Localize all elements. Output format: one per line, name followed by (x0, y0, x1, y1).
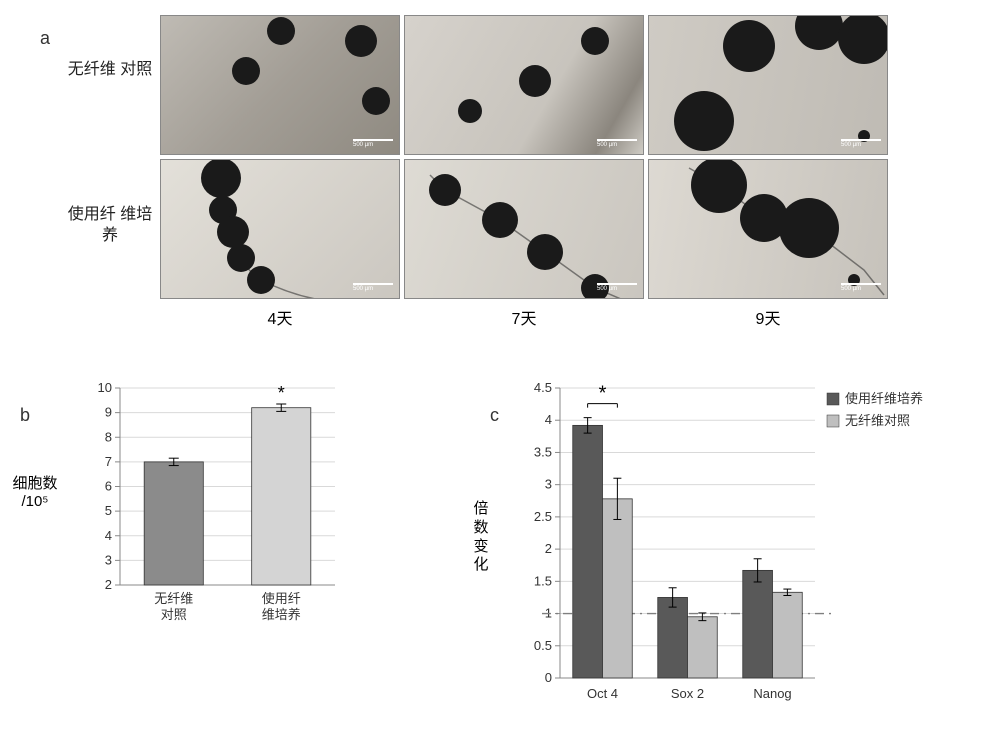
svg-text:8: 8 (105, 429, 112, 444)
svg-text:Oct 4: Oct 4 (587, 686, 618, 701)
svg-text:*: * (278, 383, 285, 403)
svg-text:维培养: 维培养 (262, 607, 301, 622)
svg-text:3: 3 (545, 477, 552, 492)
scale-bar: 500 µm (353, 283, 393, 292)
scale-bar: 500 µm (841, 139, 881, 148)
panel-b-label: b (20, 405, 30, 426)
col-labels: 4天 7天 9天 (160, 305, 910, 329)
svg-text:Nanog: Nanog (753, 686, 791, 701)
scale-bar: 500 µm (597, 283, 637, 292)
micrograph-1: 500 µm (404, 15, 644, 155)
svg-text:0.5: 0.5 (534, 638, 552, 653)
ylabel-c: 倍数变化 (463, 500, 499, 575)
svg-text:2: 2 (105, 577, 112, 592)
scale-bar: 500 µm (353, 139, 393, 148)
micrograph-4: 500 µm (404, 159, 644, 299)
svg-text:使用纤维培养: 使用纤维培养 (845, 391, 923, 406)
svg-text:3: 3 (105, 552, 112, 567)
svg-text:5: 5 (105, 503, 112, 518)
micrograph-0: 500 µm (160, 15, 400, 155)
scale-bar: 500 µm (597, 139, 637, 148)
svg-text:2.5: 2.5 (534, 509, 552, 524)
svg-text:4: 4 (545, 412, 552, 427)
svg-text:无纤维: 无纤维 (154, 591, 193, 606)
svg-text:对照: 对照 (161, 607, 187, 622)
svg-text:7: 7 (105, 454, 112, 469)
col-label-2: 9天 (648, 305, 888, 329)
panel-c-label: c (490, 405, 499, 426)
col-label-0: 4天 (160, 305, 400, 329)
panel-a: 无纤维 对照 使用纤 维培养 500 µm500 µm500 µm500 µm5… (160, 15, 910, 329)
svg-text:9: 9 (105, 405, 112, 420)
ylabel-b: 细胞数/10⁵ (10, 475, 60, 511)
svg-text:4: 4 (105, 528, 112, 543)
scale-bar: 500 µm (841, 283, 881, 292)
svg-text:2: 2 (545, 541, 552, 556)
svg-text:0: 0 (545, 670, 552, 685)
svg-text:无纤维对照: 无纤维对照 (845, 413, 910, 428)
figure-root: a 无纤维 对照 使用纤 维培养 500 µm500 µm500 µm500 µ… (10, 10, 990, 745)
svg-text:3.5: 3.5 (534, 444, 552, 459)
svg-text:6: 6 (105, 479, 112, 494)
panel-b-chart: 2345678910无纤维对照*使用纤维培养细胞数/10⁵ (65, 370, 345, 645)
svg-text:Sox 2: Sox 2 (671, 686, 704, 701)
svg-text:4.5: 4.5 (534, 380, 552, 395)
micrograph-2: 500 µm (648, 15, 888, 155)
col-label-1: 7天 (404, 305, 644, 329)
panel-c-chart: 00.511.522.533.544.5Oct 4Sox 2Nanog*使用纤维… (505, 370, 945, 715)
panel-a-label: a (40, 28, 50, 49)
micrograph-5: 500 µm (648, 159, 888, 299)
row-label-0: 无纤维 对照 (65, 60, 155, 81)
svg-text:1.5: 1.5 (534, 573, 552, 588)
micrograph-3: 500 µm (160, 159, 400, 299)
svg-text:10: 10 (98, 380, 112, 395)
svg-text:使用纤: 使用纤 (262, 591, 301, 606)
row-label-1: 使用纤 维培养 (65, 205, 155, 247)
micrograph-grid: 500 µm 500 µm 500 µm 500 µm 500 µm 500 µm (160, 15, 910, 299)
svg-text:*: * (599, 383, 607, 405)
